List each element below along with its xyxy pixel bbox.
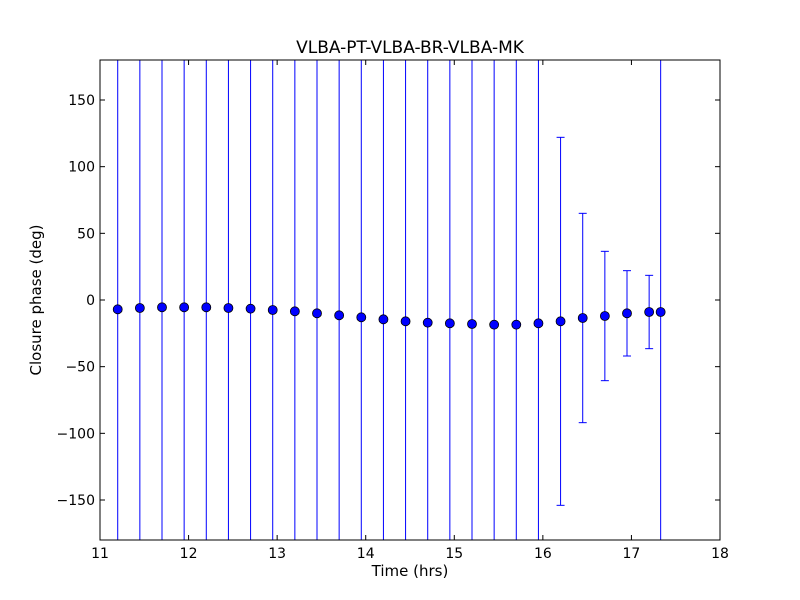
data-point [533, 318, 544, 329]
x-tick-label: 17 [623, 546, 641, 562]
data-point [179, 302, 190, 313]
data-point [223, 303, 234, 313]
data-point [555, 316, 566, 327]
x-tick-label: 18 [711, 546, 729, 562]
data-point [378, 314, 389, 325]
x-tick-label: 16 [534, 546, 552, 562]
data-point [599, 311, 610, 321]
x-tick-label: 11 [91, 546, 109, 562]
y-tick-label: −100 [57, 426, 95, 442]
data-point [444, 318, 455, 329]
data-point [245, 303, 256, 314]
x-axis-label: Time (hrs) [371, 562, 449, 580]
x-tick-label: 13 [268, 546, 286, 562]
plot-area [112, 60, 666, 540]
y-tick-label: 0 [86, 293, 95, 309]
x-tick-label: 15 [445, 546, 463, 562]
data-point [112, 304, 123, 315]
x-tick-label: 14 [357, 546, 375, 562]
y-tick-label: 100 [68, 160, 95, 176]
data-point [655, 307, 666, 317]
data-point [356, 312, 367, 323]
data-point [622, 308, 632, 319]
y-tick-label: −50 [65, 360, 95, 376]
data-point [577, 313, 588, 323]
data-point [422, 317, 433, 328]
data-point [489, 319, 500, 330]
data-point [201, 302, 212, 313]
data-point [312, 308, 322, 319]
x-tick-label: 12 [180, 546, 198, 562]
data-point [644, 307, 655, 317]
data-point [511, 319, 522, 330]
data-point [157, 302, 167, 313]
data-point [467, 319, 477, 329]
y-tick-label: −150 [57, 493, 95, 509]
data-point [134, 303, 145, 313]
data-point [267, 305, 278, 315]
y-tick-label: 150 [68, 93, 95, 109]
data-point [289, 306, 300, 317]
axes-frame: 11 12 13 14 15 16 17 18 −150 −100 −50 0 50 100 150 [57, 59, 729, 562]
y-tick-label: 50 [77, 226, 95, 242]
chart-title: VLBA-PT-VLBA-BR-VLBA-MK [296, 38, 525, 58]
data-point [334, 310, 345, 321]
y-axis-label: Closure phase (deg) [27, 225, 45, 376]
data-point [400, 316, 411, 327]
